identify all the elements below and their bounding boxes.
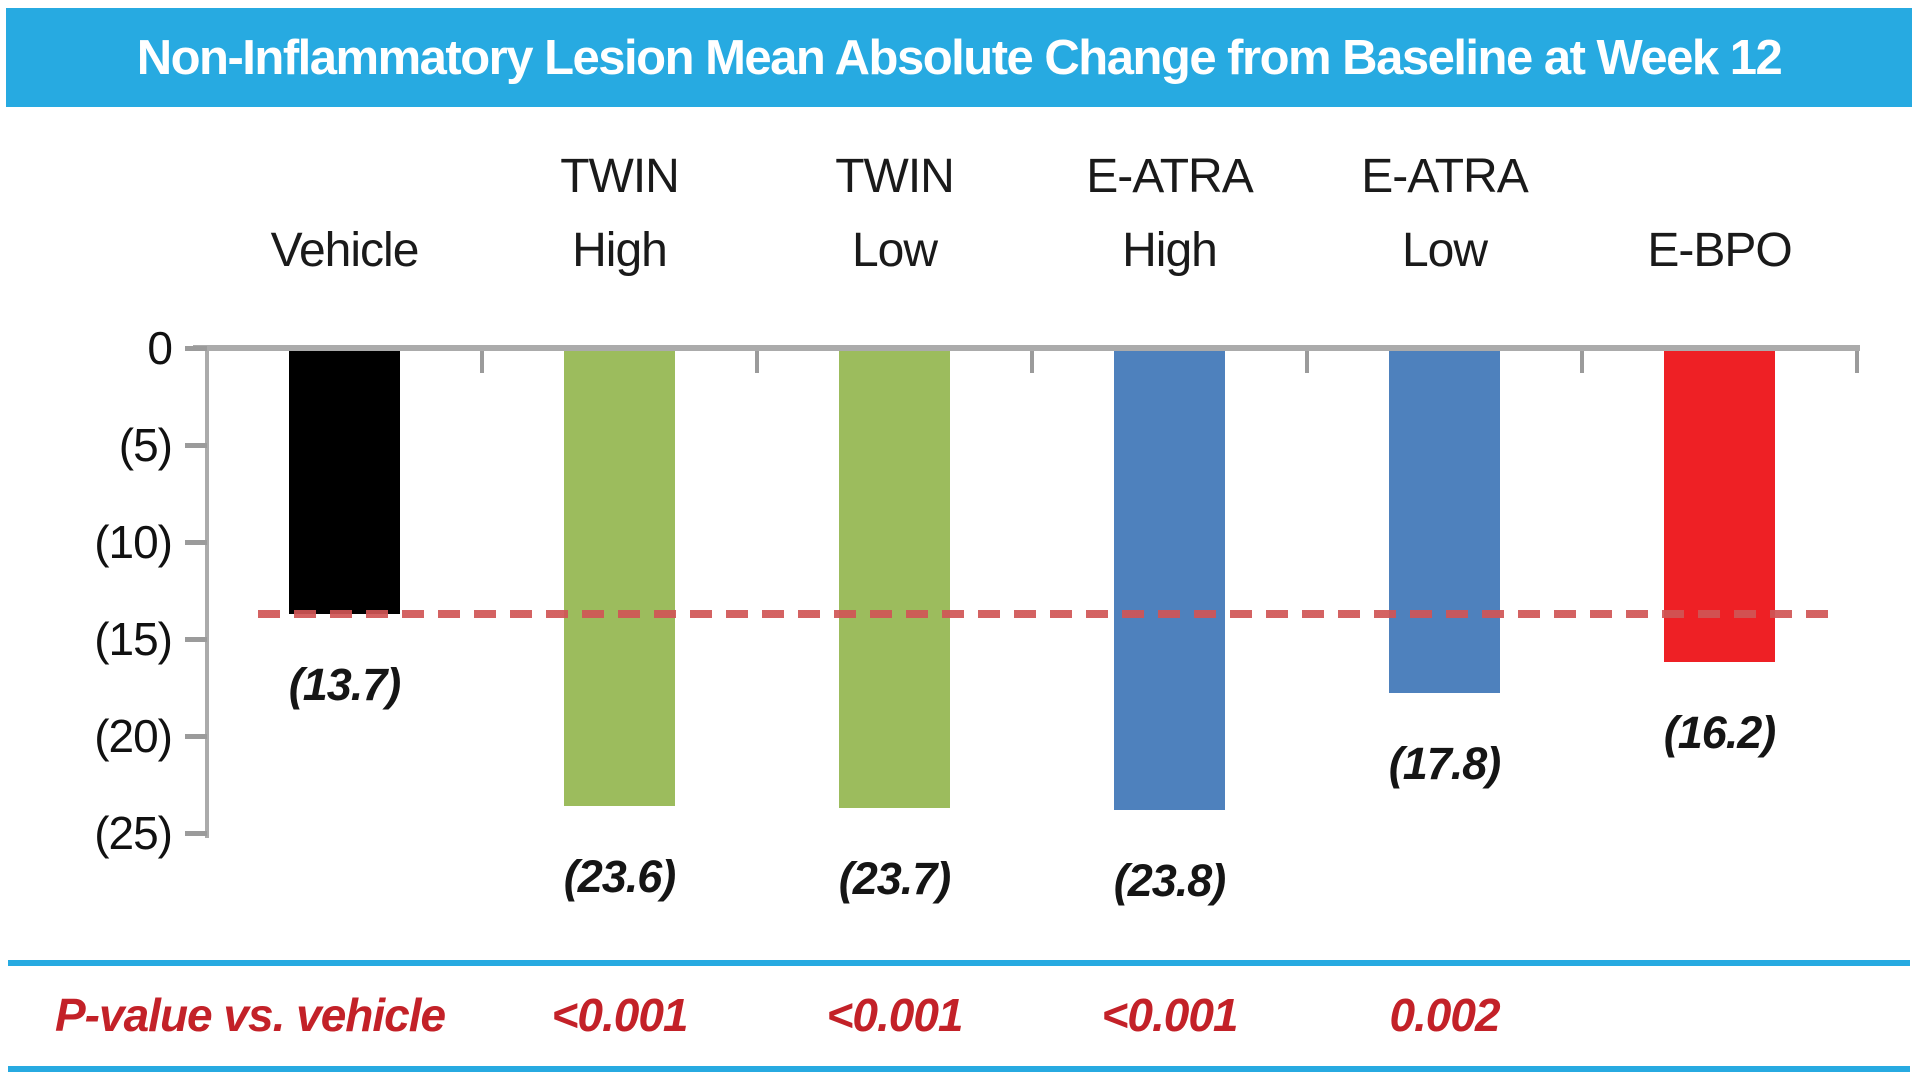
value-label-vehicle: (13.7) [288,658,402,710]
y-axis-tick [185,346,207,351]
category-label-line2: High [1122,224,1218,277]
value-label-e-atra-high: (23.8) [1113,854,1227,906]
x-axis-tick [1580,351,1584,373]
category-label-line2: Vehicle [270,224,420,277]
value-label-twin-low: (23.7) [838,852,952,904]
pvalue-e-atra-low: 0.002 [1389,989,1500,1041]
category-label-line1: TWIN [560,150,680,203]
category-label-line2: High [572,224,668,277]
category-header-vehicle: Vehicle [207,140,482,288]
category-label-line2: E-BPO [1647,224,1792,277]
bar-vehicle [289,351,400,614]
value-label-e-atra-low: (17.8) [1388,738,1502,790]
chart-title: Non-Inflammatory Lesion Mean Absolute Ch… [136,30,1783,85]
bar-e-atra-high [1114,351,1225,810]
x-axis-tick [480,351,484,373]
x-axis-tick [1855,351,1859,373]
y-tick-label: (15) [94,613,173,665]
category-label-line1 [207,140,482,214]
x-axis-tick [755,351,759,373]
category-header-twin-high: TWIN High [482,140,757,288]
y-axis-line [205,345,209,838]
category-label-line1: E-ATRA [1086,150,1253,203]
title-bar: Non-Inflammatory Lesion Mean Absolute Ch… [6,8,1912,107]
value-label-twin-high: (23.6) [563,850,677,902]
reference-line [258,609,1832,618]
category-header-twin-low: TWIN Low [757,140,1032,288]
y-axis-tick [185,637,207,642]
y-tick-label: (25) [94,807,173,859]
y-axis-tick [185,831,207,836]
pvalue-e-atra-high: <0.001 [1101,989,1239,1041]
category-label-line1: E-ATRA [1361,150,1528,203]
pvalue-divider-bottom [8,1066,1910,1072]
y-tick-label: (5) [118,419,173,471]
category-label-line1: TWIN [835,150,955,203]
x-axis-tick [1030,351,1034,373]
y-tick-label: (10) [94,516,173,568]
pvalue-twin-low: <0.001 [826,989,964,1041]
y-tick-label: 0 [147,322,173,374]
category-header-e-bpo: E-BPO [1582,140,1857,288]
bar-e-atra-low [1389,351,1500,694]
x-axis-tick [1305,351,1309,373]
y-axis-tick [185,734,207,739]
x-axis-line [193,345,1860,351]
y-tick-label: (20) [94,710,173,762]
pvalue-row-label: P-value vs. vehicle [55,989,446,1041]
pvalue-divider-top [8,960,1910,966]
category-header-e-atra-low: E-ATRA Low [1307,140,1582,288]
bar-twin-low [839,351,950,808]
category-label-line2: Low [851,224,938,277]
pvalue-twin-high: <0.001 [551,989,689,1041]
category-label-line1 [1582,140,1857,214]
y-axis-tick [185,540,207,545]
bar-twin-high [564,351,675,806]
category-label-line2: Low [1401,224,1488,277]
y-axis-tick [185,443,207,448]
value-label-e-bpo: (16.2) [1663,707,1777,759]
category-header-e-atra-high: E-ATRA High [1032,140,1307,288]
